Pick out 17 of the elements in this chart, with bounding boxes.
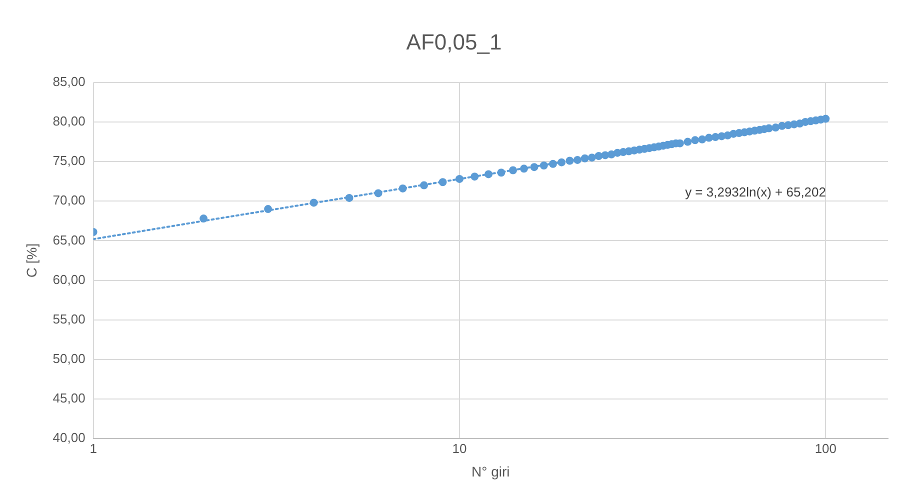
y-tick-label: 50,00 — [52, 351, 86, 366]
x-tick-label: 100 — [814, 440, 837, 456]
y-tick-label: 65,00 — [52, 232, 86, 248]
y-tick-label: 80,00 — [52, 114, 86, 129]
y-tick-label: 40,00 — [52, 430, 86, 446]
y-tick-label: 60,00 — [52, 272, 86, 287]
chart-title: AF0,05_1 — [406, 29, 502, 54]
y-tick-label: 75,00 — [52, 153, 86, 168]
x-tick-label: 1 — [90, 440, 97, 456]
annotation: y = 3,2932ln(x) + 65,202 — [685, 184, 826, 200]
y-tick-label: 55,00 — [52, 311, 86, 326]
y-tick-label: 85,00 — [52, 74, 86, 89]
x-axis-title: N° giri — [472, 463, 510, 480]
y-axis-title: C [%] — [23, 243, 40, 278]
y-tick-label: 70,00 — [52, 192, 86, 208]
y-tick-label: 45,00 — [52, 390, 86, 406]
x-tick-label: 10 — [452, 440, 467, 456]
